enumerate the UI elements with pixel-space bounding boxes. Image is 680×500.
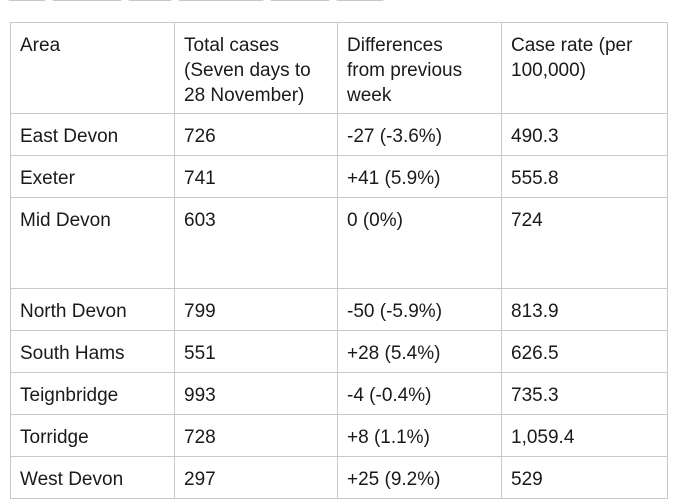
header-case-rate-label: Case rate (per 100,000) [511,35,633,81]
cell-total-cases-text: 603 [184,210,216,231]
cell-difference-text: +28 (5.4%) [347,343,441,364]
cell-area-text: East Devon [20,126,119,147]
cell-area-text: Teignbridge [20,385,119,406]
cell-total-cases: 603 [174,197,338,289]
table-row: South Hams 551 +28 (5.4%) 626.5 [10,330,668,373]
cell-case-rate: 724 [501,197,668,289]
cell-area: East Devon [10,113,175,156]
cell-difference-text: +25 (9.2%) [347,469,441,490]
table-row: Mid Devon 603 0 (0%) 724 [10,197,668,289]
cell-area: Exeter [10,155,175,198]
cell-difference-text: +8 (1.1%) [347,427,430,448]
cell-case-rate: 490.3 [501,113,668,156]
cell-area: Torridge [10,414,175,457]
cell-case-rate-text: 626.5 [511,343,559,364]
cell-case-rate-text: 490.3 [511,126,559,147]
cell-total-cases-text: 728 [184,427,216,448]
table-row: East Devon 726 -27 (-3.6%) 490.3 [10,113,668,156]
cell-case-rate: 813.9 [501,288,668,331]
cell-area-text: West Devon [20,469,124,490]
cell-area: North Devon [10,288,175,331]
cell-total-cases-text: 726 [184,126,216,147]
cell-total-cases-text: 799 [184,301,216,322]
cell-difference: +28 (5.4%) [337,330,502,373]
cell-area-text: Torridge [20,427,89,448]
cell-difference: +8 (1.1%) [337,414,502,457]
cell-total-cases-text: 993 [184,385,216,406]
cell-total-cases: 297 [174,456,338,499]
cell-case-rate: 555.8 [501,155,668,198]
table-row: Teignbridge 993 -4 (-0.4%) 735.3 [10,372,668,415]
cell-total-cases-text: 297 [184,469,216,490]
cell-difference: +25 (9.2%) [337,456,502,499]
cell-total-cases-text: 551 [184,343,216,364]
header-area-label: Area [20,35,61,56]
cell-case-rate: 1,059.4 [501,414,668,457]
table-row: Exeter 741 +41 (5.9%) 555.8 [10,155,668,198]
cell-difference-text: 0 (0%) [347,210,403,231]
cell-difference: +41 (5.9%) [337,155,502,198]
cell-case-rate-text: 529 [511,469,543,490]
cell-difference: -4 (-0.4%) [337,372,502,415]
cropped-text-fragment [0,0,390,6]
cell-difference-text: -4 (-0.4%) [347,385,432,406]
cell-area-text: Exeter [20,168,75,189]
cell-difference-text: +41 (5.9%) [347,168,441,189]
cell-total-cases: 741 [174,155,338,198]
cell-case-rate: 529 [501,456,668,499]
cell-case-rate-text: 813.9 [511,301,559,322]
devon-cases-table: Area Total cases (Seven days to 28 Novem… [10,22,668,499]
cell-difference: -50 (-5.9%) [337,288,502,331]
cell-area-text: North Devon [20,301,127,322]
cell-difference: -27 (-3.6%) [337,113,502,156]
header-area: Area [10,22,175,114]
cell-area: South Hams [10,330,175,373]
header-total-cases-label: Total cases (Seven days to 28 November) [184,35,311,106]
cell-total-cases: 728 [174,414,338,457]
table-header-row: Area Total cases (Seven days to 28 Novem… [10,22,668,114]
cell-difference: 0 (0%) [337,197,502,289]
cell-total-cases-text: 741 [184,168,216,189]
cell-case-rate-text: 555.8 [511,168,559,189]
cell-difference-text: -27 (-3.6%) [347,126,443,147]
header-case-rate: Case rate (per 100,000) [501,22,668,114]
cell-case-rate-text: 1,059.4 [511,427,575,448]
cell-area-text: Mid Devon [20,210,111,231]
cell-area-text: South Hams [20,343,125,364]
cell-case-rate-text: 724 [511,210,543,231]
cell-case-rate-text: 735.3 [511,385,559,406]
cell-area: Mid Devon [10,197,175,289]
table-row: West Devon 297 +25 (9.2%) 529 [10,456,668,499]
cell-area: Teignbridge [10,372,175,415]
cell-total-cases: 993 [174,372,338,415]
cell-case-rate: 626.5 [501,330,668,373]
cell-total-cases: 799 [174,288,338,331]
cell-area: West Devon [10,456,175,499]
header-differences: Differences from previous week [337,22,502,114]
cell-total-cases: 551 [174,330,338,373]
header-differences-label: Differences from previous week [347,35,463,106]
cell-total-cases: 726 [174,113,338,156]
cell-case-rate: 735.3 [501,372,668,415]
table-row: North Devon 799 -50 (-5.9%) 813.9 [10,288,668,331]
cell-difference-text: -50 (-5.9%) [347,301,443,322]
table-row: Torridge 728 +8 (1.1%) 1,059.4 [10,414,668,457]
header-total-cases: Total cases (Seven days to 28 November) [174,22,338,114]
